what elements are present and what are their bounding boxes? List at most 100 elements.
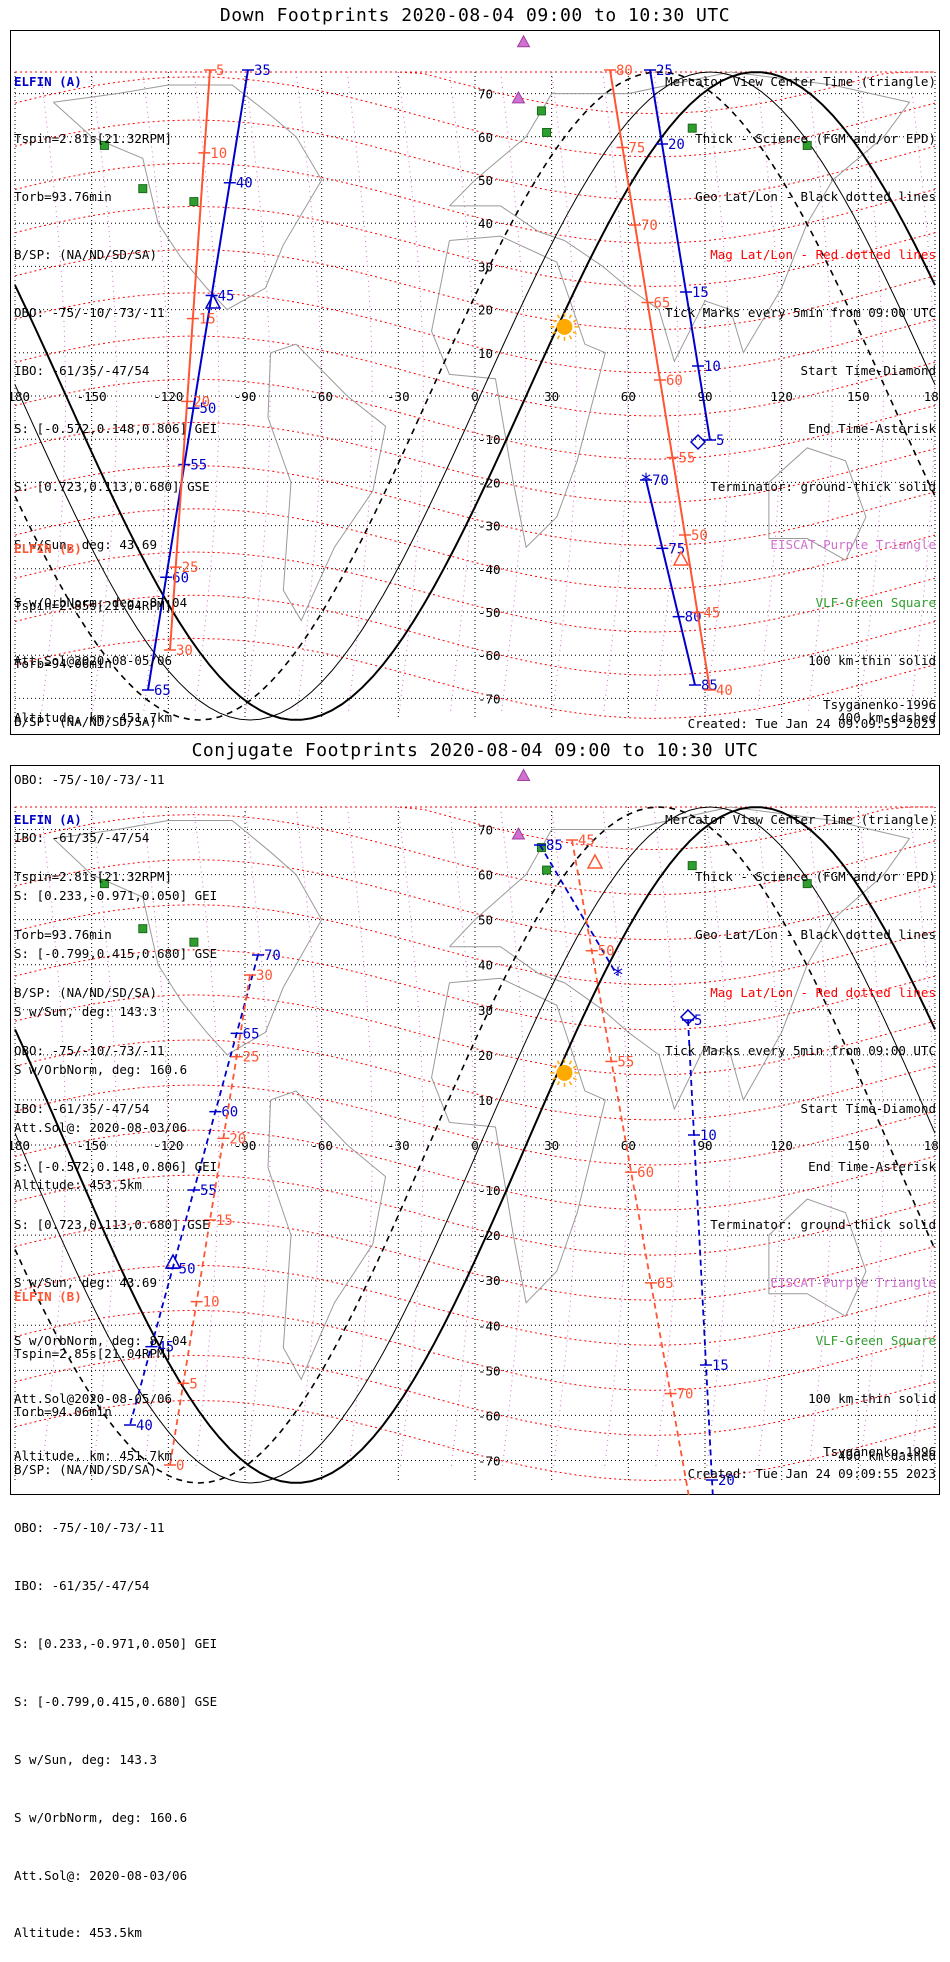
track-tick-label: 70 <box>652 473 669 489</box>
track-tick-label: 30 <box>176 643 193 659</box>
sun-icon <box>556 1064 573 1081</box>
info-line: S: [-0.572,0.148,0.806] GEI <box>14 420 218 436</box>
track-tick-label: 45 <box>218 288 235 304</box>
track-tick-label: 45 <box>704 606 721 622</box>
sun-ray <box>556 1081 561 1086</box>
mag-latitude-line <box>15 806 935 851</box>
legend-item: Thick - Science (FGM and/or EPD) <box>695 131 936 147</box>
elfin-a-track <box>687 1019 714 1495</box>
terminator-100km <box>14 806 936 1484</box>
sun-ray <box>551 331 557 335</box>
center-triangle-icon <box>204 293 222 309</box>
info-line: Altitude, km: 451.7km <box>14 1448 173 1464</box>
lon-tick-label: -120 <box>153 389 183 404</box>
lon-tick-label: -90 <box>234 1138 257 1153</box>
sun-ray <box>572 319 577 323</box>
terminator-400km <box>14 806 936 1484</box>
legend: Mercator View Center Time (triangle) Thi… <box>665 33 936 747</box>
info-line: Torb=94.06min <box>14 1404 112 1420</box>
info-line: S w/Sun, deg: 43.69 <box>14 1274 157 1290</box>
legend-item: Geo Lat/Lon - Black dotted lines <box>695 189 936 205</box>
terminator-400km <box>14 71 936 721</box>
legend-item: Terminator: ground-thick solid <box>710 478 936 494</box>
elfin-b-info: ELFIN (B) Tspin=2.85s[21.04RPM] Torb=94.… <box>14 500 217 1214</box>
center-triangle-icon <box>586 853 604 869</box>
track-tick-label: 20 <box>668 137 685 153</box>
lat-tick-label: 50 <box>478 913 493 928</box>
lat-tick-label: 50 <box>478 173 493 188</box>
lon-tick-label: 60 <box>621 389 636 404</box>
legend-item: 100 km-thin solid <box>808 1390 936 1406</box>
mag-meridian-line <box>908 806 935 1468</box>
created-label: Created: Tue Jan 24 09:09:55 2023 <box>687 1466 936 1481</box>
info-line: B/SP: (NA/ND/SD/SA) <box>14 1462 157 1478</box>
mag-latitude-line <box>14 249 936 331</box>
track-tick-label: 85 <box>546 838 563 854</box>
legend-item: Start Time-Diamond <box>800 1101 936 1117</box>
mag-latitude-line <box>14 1264 936 1346</box>
track-tick-label: 10 <box>203 1295 220 1311</box>
track-tick-label: 70 <box>677 1387 694 1403</box>
lon-tick-label: 30 <box>544 389 559 404</box>
info-line: S w/Sun, deg: 143.3 <box>14 1751 157 1767</box>
lon-tick-label: -30 <box>387 389 410 404</box>
legend-item: Tick Marks every 5min from 09:00 UTC <box>665 1043 936 1059</box>
mag-latitude-line <box>14 465 936 547</box>
lat-tick-label: -10 <box>478 1183 501 1198</box>
track-tick-label: 70 <box>264 948 281 964</box>
lat-tick-label: -70 <box>478 691 501 706</box>
mag-latitude-line <box>14 551 936 633</box>
info-line: Att.Sol@: 2020-08-03/06 <box>14 1867 188 1883</box>
sun-ray <box>568 1060 573 1065</box>
sun-ray <box>572 1077 577 1081</box>
sun-ray <box>556 314 561 319</box>
lon-tick-label: 180 <box>924 389 940 404</box>
mag-latitude-line <box>14 1219 936 1301</box>
track-tick-label: 60 <box>172 570 189 586</box>
lon-tick-label: -150 <box>77 389 107 404</box>
track-tick-label: 15 <box>216 1213 233 1229</box>
legend-item: Mercator View Center Time (triangle) <box>665 73 936 89</box>
track-tick-label: 70 <box>641 218 658 234</box>
lon-tick-label: 0 <box>471 1138 479 1153</box>
mag-latitude-line <box>14 335 936 417</box>
terminator-ground <box>14 806 936 1484</box>
mag-latitude-line <box>14 637 936 719</box>
lat-tick-label: -50 <box>478 605 501 620</box>
lon-tick-label: 150 <box>847 1138 870 1153</box>
track-tick-label: 40 <box>716 683 733 699</box>
mag-latitude-line <box>14 162 936 244</box>
vlf-square-icon <box>99 879 109 889</box>
info-line: Tspin=2.85s[21.04RPM] <box>14 598 173 614</box>
lat-tick-label: 70 <box>478 87 493 102</box>
mag-meridian-line <box>500 806 527 1468</box>
panel-title: Conjugate Footprints 2020-08-04 09:00 to… <box>191 740 759 761</box>
lat-tick-label: -30 <box>478 519 501 534</box>
info-line: Torb=93.76min <box>14 927 112 943</box>
track-tick-label: 80 <box>616 63 633 79</box>
mag-latitude-line <box>14 1309 936 1391</box>
legend-item: VLF-Green Square <box>815 594 936 610</box>
legend-item: VLF-Green Square <box>815 1332 936 1348</box>
track-tick-label: 65 <box>654 296 671 312</box>
mag-latitude-line <box>14 205 936 287</box>
elfin-a-track <box>649 69 711 441</box>
mag-meridian-line <box>193 806 220 1468</box>
created-label: Created: Tue Jan 24 09:09:55 2023 <box>687 716 936 731</box>
mag-latitude-line <box>14 1174 936 1256</box>
eiscat-triangle-icon <box>516 34 531 48</box>
mag-latitude-line <box>14 1399 936 1481</box>
info-line: S: [0.723,0.113,0.680] GSE <box>14 478 210 494</box>
info-line: IBO: -61/35/-47/54 <box>14 1101 150 1117</box>
lat-tick-label: 20 <box>478 1048 493 1063</box>
sun-ray <box>572 1065 577 1069</box>
info-line: S: [0.233,-0.971,0.050] GEI <box>14 887 218 903</box>
lon-tick-label: -60 <box>310 389 333 404</box>
info-line: Att.Sol@: 2020-08-03/06 <box>14 1119 188 1135</box>
info-line: IBO: -61/35/-47/54 <box>14 1578 150 1594</box>
mag-latitude-line <box>14 1129 936 1211</box>
sun-ray <box>556 1060 561 1065</box>
lat-tick-label: 70 <box>478 823 493 838</box>
info-line: IBO: -61/35/-47/54 <box>14 363 150 379</box>
track-tick-label: 60 <box>666 373 683 389</box>
